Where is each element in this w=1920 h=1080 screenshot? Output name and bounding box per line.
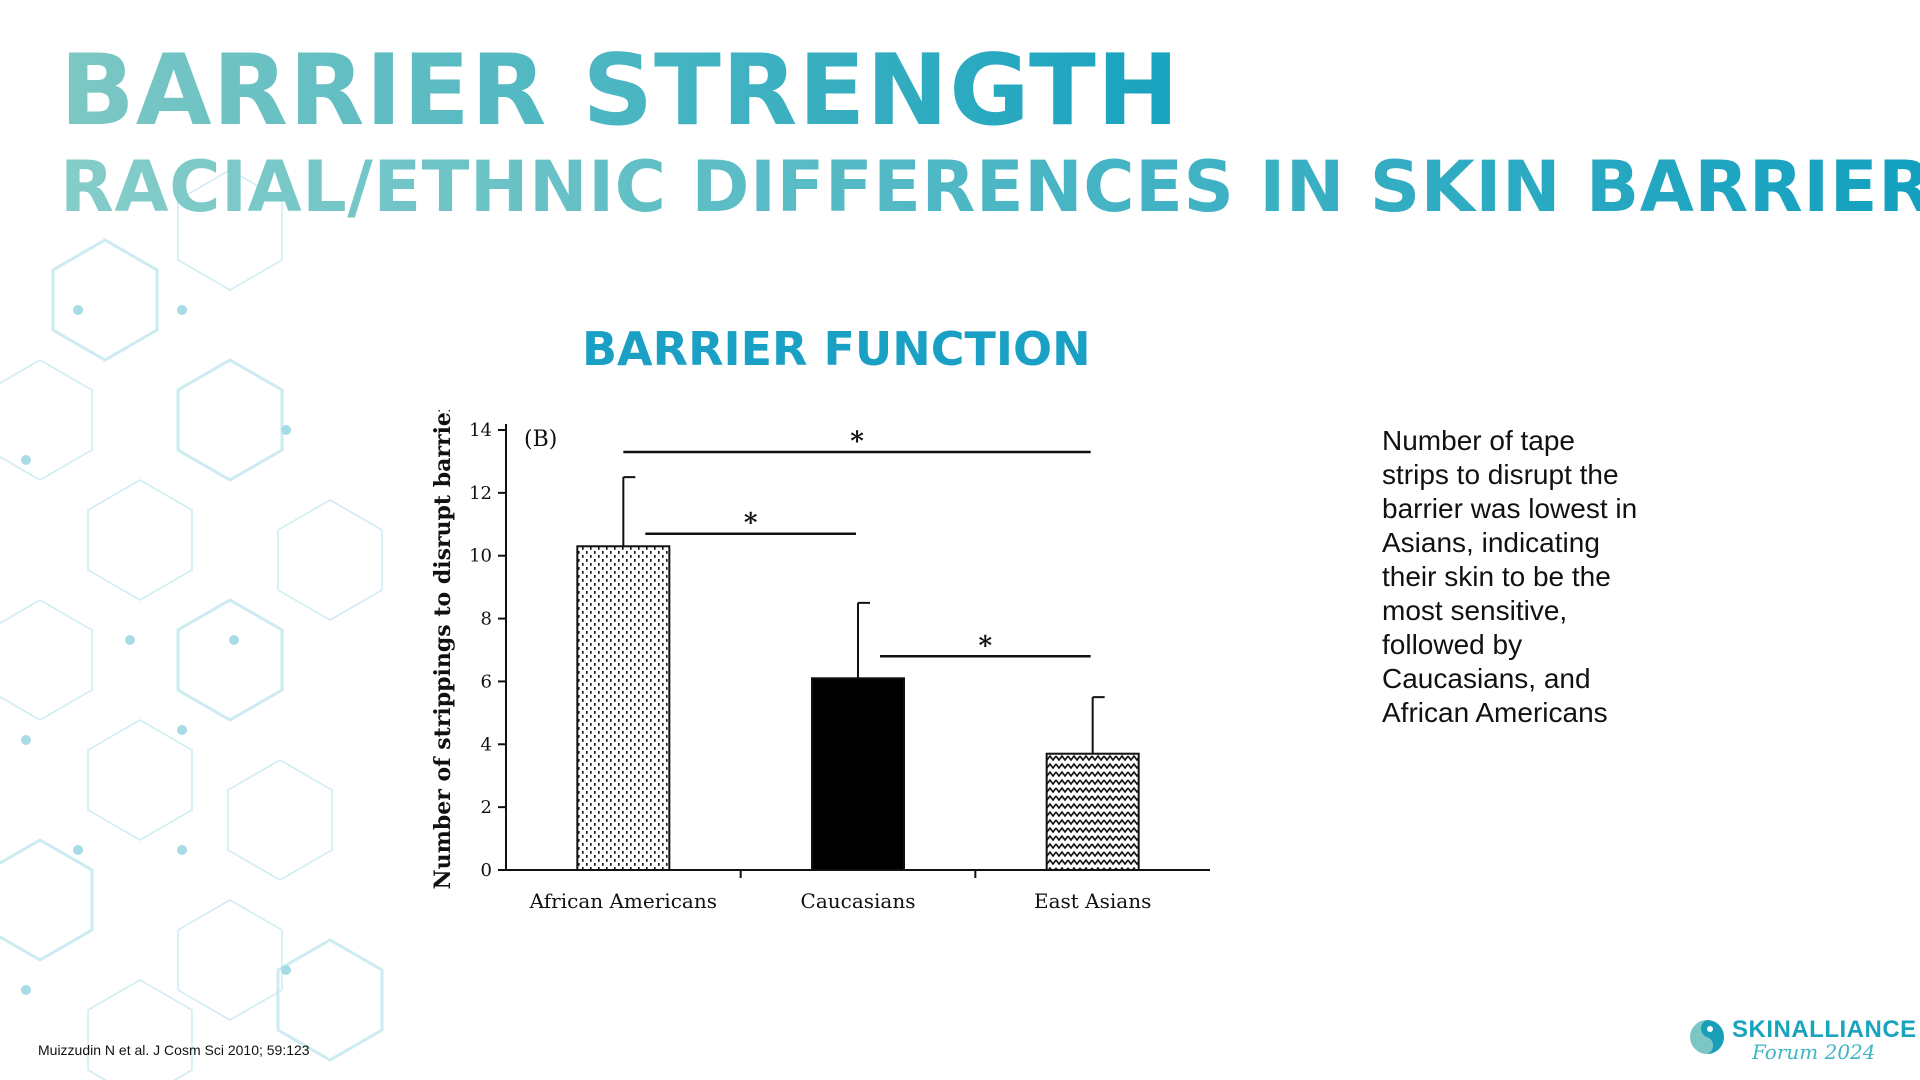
hexagon-shape [0, 599, 93, 721]
hexagon-shape [87, 719, 193, 841]
y-tick-label: 12 [469, 483, 492, 504]
significance-star: * [744, 509, 758, 539]
y-axis-label: Number of strippings to disrupt barrier [430, 410, 456, 890]
hexagon-node-dot [73, 305, 83, 315]
hexagon-node-dot [73, 845, 83, 855]
hexagon-node-dot [229, 635, 239, 645]
chart-section-title: BARRIER FUNCTION [582, 322, 1091, 376]
hexagon-shape [177, 169, 283, 291]
hexagon-shape [177, 899, 283, 1021]
y-tick-label: 4 [481, 734, 492, 755]
hexagon-shape [51, 238, 159, 362]
logo-name: SKINALLIANCE [1732, 1016, 1917, 1043]
chart-bars: African Americans Caucasians East Asians [529, 476, 1151, 913]
skinalliance-logo-icon [1690, 1020, 1724, 1054]
x-category-label: Caucasians [801, 889, 916, 913]
hexagon-node-dot [177, 845, 187, 855]
bar-caucasians [811, 677, 905, 871]
significance-star: * [979, 631, 993, 661]
hexagon-pattern-background [0, 169, 384, 1080]
slide-subtitle: RACIAL/ETHNIC DIFFERENCES IN SKIN BARRIE… [60, 152, 1920, 222]
y-tick-label: 10 [469, 546, 492, 567]
y-tick-label: 6 [481, 671, 492, 692]
hexagon-node-dot [177, 725, 187, 735]
bar-african-americans [576, 545, 671, 872]
hexagon-node-dot [281, 965, 291, 975]
hexagon-shape [227, 759, 333, 881]
slide-title: BARRIER STRENGTH [60, 34, 1180, 148]
y-tick-label: 8 [481, 609, 492, 630]
bar-east-asians [1045, 752, 1140, 872]
hexagon-node-dot [177, 305, 187, 315]
y-tick-label: 0 [481, 860, 492, 881]
hexagon-shape [176, 598, 284, 722]
panel-label: (B) [524, 427, 557, 452]
logo-tagline: Forum 2024 [1752, 1040, 1876, 1064]
hexagon-shape [176, 358, 284, 482]
hexagon-shape [0, 359, 93, 481]
x-category-label: East Asians [1034, 889, 1151, 913]
skinalliance-logo: SKINALLIANCE Forum 2024 [1688, 1010, 1916, 1066]
hexagon-node-dot [21, 735, 31, 745]
hexagon-node-dot [21, 985, 31, 995]
bar-chart: 0 2 4 6 8 10 12 14 African Americans Caucasians E… [430, 410, 1210, 913]
hexagon-shape [0, 838, 94, 962]
hexagon-shape [276, 938, 384, 1062]
hexagon-node-dot [21, 455, 31, 465]
hexagon-shape [277, 499, 383, 621]
citation: Muizzudin N et al. J Cosm Sci 2010; 59:1… [38, 1042, 310, 1058]
hexagon-shape [87, 979, 193, 1080]
significance-star: * [850, 427, 864, 457]
x-category-label: African Americans [529, 889, 717, 913]
explanation-text: Number of tape strips to disrupt the bar… [1382, 425, 1638, 728]
y-tick-label: 14 [469, 420, 492, 441]
significance-brackets: * * * [623, 427, 1091, 661]
hexagon-shape [87, 479, 193, 601]
y-tick-label: 2 [481, 797, 492, 818]
hexagon-node-dot [125, 635, 135, 645]
hexagon-node-dot [281, 425, 291, 435]
